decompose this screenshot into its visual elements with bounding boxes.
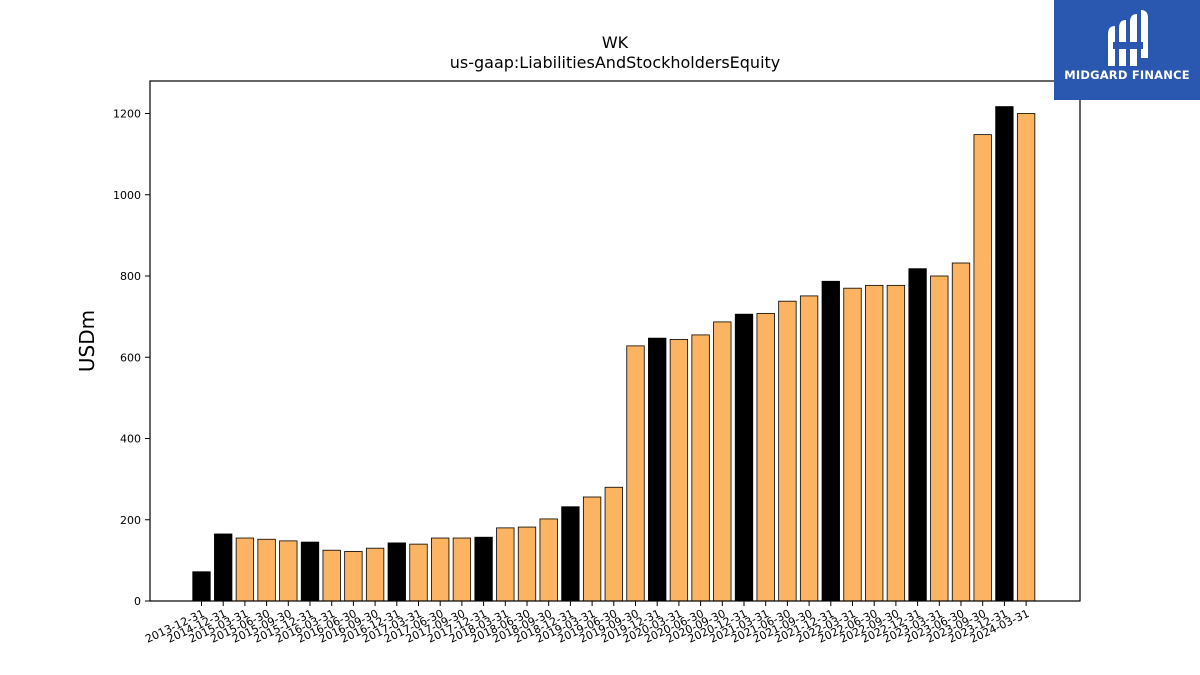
bar-2018-03-31 <box>496 527 515 602</box>
bar-2018-09-30 <box>539 518 558 602</box>
y-tick-label: 1200 <box>113 108 141 121</box>
bar-2021-06-30 <box>778 300 797 602</box>
bar-2015-12-31 <box>300 541 320 602</box>
y-tick-label: 1000 <box>113 189 141 202</box>
bar-2023-06-30 <box>951 262 971 602</box>
bar-2015-06-30 <box>257 538 276 602</box>
plot-frame <box>149 80 1081 602</box>
y-tick-label: 0 <box>134 595 141 608</box>
bar-2017-06-30 <box>431 537 450 602</box>
bars-group <box>192 106 1036 602</box>
chart-title: WK <box>602 33 629 52</box>
bar-2023-03-31 <box>930 275 949 602</box>
bar-2021-09-30 <box>799 295 819 602</box>
bar-2017-09-30 <box>452 537 472 602</box>
midgard-logo-mark-icon <box>1108 10 1148 66</box>
bar-2022-06-30 <box>865 284 884 602</box>
y-tick-label: 800 <box>120 270 141 283</box>
midgard-finance-logo: MIDGARD FINANCE <box>1054 0 1200 100</box>
bar-2022-09-30 <box>886 284 906 602</box>
bar-2020-03-31 <box>669 338 689 602</box>
y-tick-label: 600 <box>120 351 141 364</box>
bar-2019-06-30 <box>604 486 623 602</box>
bar-2017-03-31 <box>409 543 428 602</box>
y-axis-label: USDm <box>75 310 99 372</box>
bar-2016-12-31 <box>387 542 406 602</box>
bar-2015-03-31 <box>235 537 255 602</box>
bar-2022-03-31 <box>843 287 862 602</box>
y-axis: 0 200 400 600 800 1000 1200 <box>113 108 150 608</box>
y-tick-label: 200 <box>120 514 141 527</box>
bar-2017-12-31 <box>474 536 493 602</box>
bar-2018-06-30 <box>517 526 537 602</box>
bar-2021-12-31 <box>821 280 840 602</box>
bar-2021-03-31 <box>756 312 775 602</box>
bar-2020-09-30 <box>713 321 732 602</box>
bar-2014-12-31 <box>214 533 233 602</box>
bar-2019-03-31 <box>582 496 602 602</box>
bar-2018-12-31 <box>561 506 580 602</box>
bar-2023-09-30 <box>973 134 992 602</box>
bar-2020-06-30 <box>691 334 710 602</box>
y-tick-label: 400 <box>120 433 141 446</box>
bar-2024-03-31 <box>1016 113 1036 602</box>
brand-name: MIDGARD FINANCE <box>1064 68 1190 82</box>
bar-2016-06-30 <box>344 551 363 602</box>
x-axis: 2013-12-312014-12-312015-03-312015-06-30… <box>143 601 1031 646</box>
bar-2016-09-30 <box>365 547 385 602</box>
bar-2022-12-31 <box>908 268 927 602</box>
bar-2015-09-30 <box>279 540 298 602</box>
bar-2019-09-30 <box>626 345 645 602</box>
bar-2020-12-31 <box>734 313 754 602</box>
bar-2016-03-31 <box>322 549 341 602</box>
bar-2013-12-31 <box>192 571 211 602</box>
bar-2019-12-31 <box>648 337 667 602</box>
chart-subtitle: us-gaap:LiabilitiesAndStockholdersEquity <box>450 53 781 72</box>
bar-2023-12-31 <box>995 106 1014 602</box>
